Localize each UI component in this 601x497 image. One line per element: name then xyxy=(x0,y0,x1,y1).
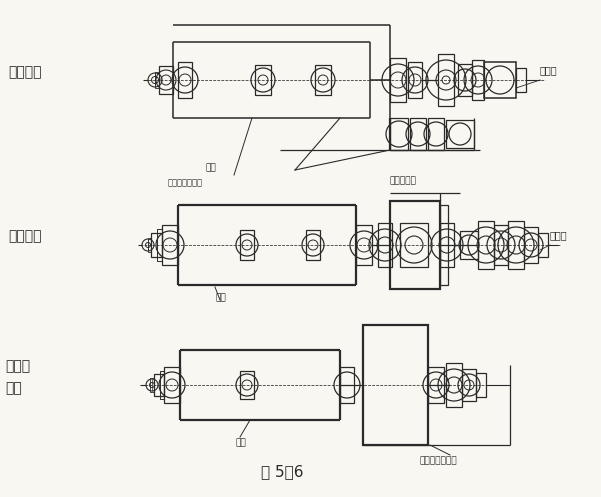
Bar xyxy=(363,325,428,445)
Text: 中心驱动: 中心驱动 xyxy=(8,229,41,243)
Bar xyxy=(440,205,448,285)
Bar xyxy=(458,64,472,96)
Text: 磨机: 磨机 xyxy=(215,293,226,302)
Bar xyxy=(155,72,159,88)
Bar xyxy=(462,369,476,401)
Text: 电动机: 电动机 xyxy=(540,65,558,75)
Bar xyxy=(340,367,354,403)
Bar xyxy=(408,62,422,98)
Bar xyxy=(538,233,548,257)
Bar xyxy=(460,231,478,259)
Bar xyxy=(255,65,271,95)
Bar xyxy=(378,223,392,267)
Text: 磨机: 磨机 xyxy=(205,163,216,172)
Bar xyxy=(428,118,444,150)
Bar xyxy=(159,66,173,94)
Bar xyxy=(478,221,494,269)
Bar xyxy=(240,371,254,399)
Text: 齿轮减速回: 齿轮减速回 xyxy=(390,176,417,185)
Bar xyxy=(148,238,151,252)
Bar xyxy=(240,230,254,260)
Bar xyxy=(154,374,164,396)
Bar xyxy=(494,225,508,265)
Bar xyxy=(151,233,162,257)
Bar xyxy=(446,363,462,407)
Bar xyxy=(162,225,178,265)
Bar xyxy=(315,65,331,95)
Bar xyxy=(438,54,454,106)
Bar xyxy=(516,68,526,92)
Bar xyxy=(484,62,516,98)
Bar xyxy=(446,120,474,148)
Bar xyxy=(390,118,408,150)
Text: 无齿轮: 无齿轮 xyxy=(5,359,30,373)
Bar xyxy=(164,367,180,403)
Text: 磨机: 磨机 xyxy=(236,438,247,447)
Text: 电动机: 电动机 xyxy=(550,230,567,240)
Text: 侧面驱动: 侧面驱动 xyxy=(8,65,41,79)
Bar xyxy=(390,58,406,102)
Text: 大齿轮和小齿轮: 大齿轮和小齿轮 xyxy=(168,178,203,187)
Bar xyxy=(157,229,162,261)
Bar xyxy=(160,371,164,399)
Bar xyxy=(476,373,486,397)
Bar xyxy=(390,201,440,289)
Bar xyxy=(428,367,444,403)
Bar xyxy=(472,60,484,100)
Bar xyxy=(356,225,372,265)
Text: 图 5－6: 图 5－6 xyxy=(261,464,304,479)
Bar xyxy=(524,227,538,263)
Bar xyxy=(178,62,192,98)
Bar xyxy=(400,223,428,267)
Bar xyxy=(508,221,524,269)
Bar xyxy=(410,118,426,150)
Text: 超低速同步电机: 超低速同步电机 xyxy=(420,456,457,465)
Bar xyxy=(150,378,154,392)
Bar xyxy=(306,230,320,260)
Bar xyxy=(440,223,454,267)
Text: 驱动: 驱动 xyxy=(5,381,22,395)
